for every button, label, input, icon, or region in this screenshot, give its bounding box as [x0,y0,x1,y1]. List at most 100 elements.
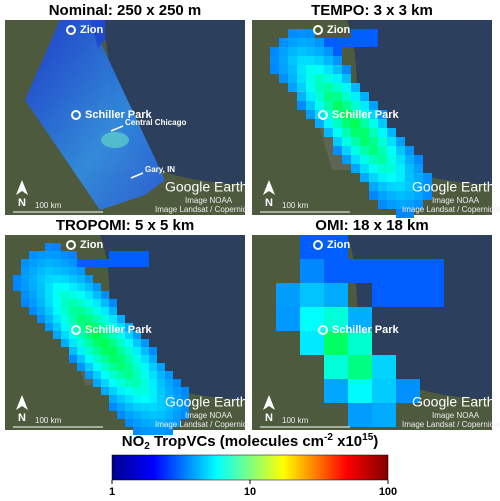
pixel [387,191,396,200]
pixel [61,275,69,283]
panel-title: Nominal: 250 x 250 m [49,2,202,19]
pixel [396,191,405,200]
pixel [173,403,181,411]
pixel [306,110,315,119]
pixel [333,65,342,74]
pointer [110,125,124,132]
pixel [333,137,342,146]
pixel [61,267,69,275]
pixel [360,92,369,101]
colorbar [111,454,389,481]
pixel [21,291,29,299]
pixel [149,419,157,427]
pixel [165,403,173,411]
pixel [45,315,53,323]
pixel [69,299,77,307]
pixel [85,331,93,339]
pixel [423,191,432,200]
pixel [405,191,414,200]
pixel [141,259,149,267]
pixel [109,371,117,379]
pixel [93,299,101,307]
pixel [61,251,69,259]
north-label: N [18,412,26,424]
credit: Image Landsat / Copernicus [155,420,255,429]
pixel [372,379,396,403]
pixel [324,47,333,56]
pixel [149,395,157,403]
pixel [333,110,342,119]
place-label: Zion [80,239,103,251]
pixel [61,331,69,339]
pixel [45,251,53,259]
pixel [133,339,141,347]
pixel [348,259,372,283]
pixel [133,251,141,259]
pixel [61,315,69,323]
pixel [360,119,369,128]
place-marker [71,325,81,335]
pixel [21,275,29,283]
pixel [93,315,101,323]
pointer [130,172,144,179]
pixel [333,101,342,110]
pixel [351,110,360,119]
pixel [45,299,53,307]
scale-label: 100 km [282,416,309,425]
swath [25,20,165,210]
pixel [387,146,396,155]
pixel [360,101,369,110]
pixel [414,155,423,164]
pixel [29,283,37,291]
pixel [369,38,378,47]
pixel [69,355,77,363]
pixel [77,339,85,347]
pixel [157,379,165,387]
pixel [324,74,333,83]
pixel [351,146,360,155]
pixel [423,173,432,182]
pixel [396,182,405,191]
pixel [117,347,125,355]
pixel [69,331,77,339]
pixel [378,146,387,155]
pixel [45,291,53,299]
place-marker [313,240,323,250]
pixel [109,355,117,363]
pixel [369,155,378,164]
pixel [157,363,165,371]
pixel [133,371,141,379]
pixel [387,173,396,182]
pixel [396,146,405,155]
pixel [85,339,93,347]
pixel [360,164,369,173]
pixel [141,363,149,371]
pixel [77,315,85,323]
pixel [369,164,378,173]
pixel [133,395,141,403]
pixel [351,164,360,173]
pixel [306,92,315,101]
pixel [372,283,396,307]
pixel [13,275,21,283]
pixel [125,251,133,259]
pixel [29,267,37,275]
pixel [101,371,109,379]
pixel [45,267,53,275]
place-label: Schiller Park [332,324,400,336]
pixel [173,395,181,403]
watermark: Google Earth [412,394,495,410]
colorbar-tick-label: 100 [379,486,397,498]
pixel [37,291,45,299]
pixel [37,299,45,307]
pixel [378,191,387,200]
pixel [117,387,125,395]
pixel [141,347,149,355]
credit: Image Landsat / Copernicus [155,205,255,214]
pixel [324,259,348,283]
pixel [369,29,378,38]
pixel [53,299,61,307]
pixel [360,155,369,164]
pixel [360,173,369,182]
